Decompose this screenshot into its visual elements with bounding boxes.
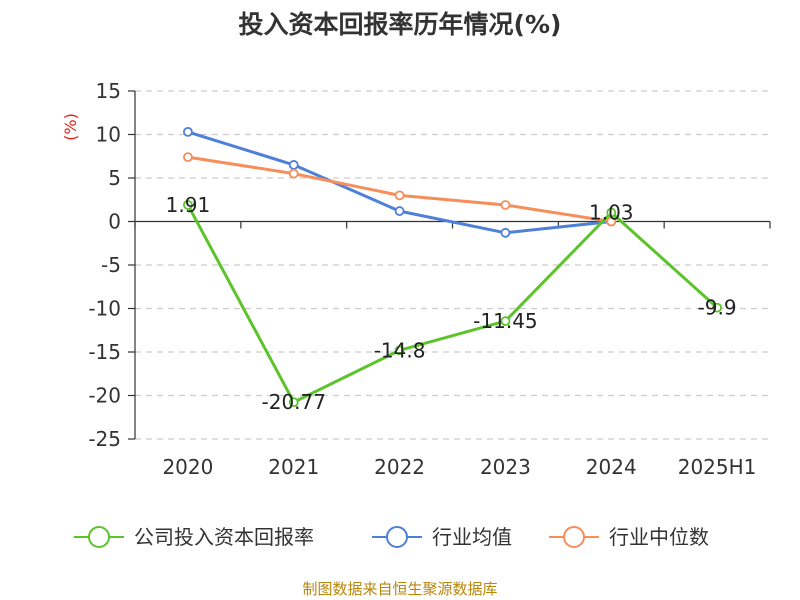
series-point-0 xyxy=(394,345,405,356)
series-point-1 xyxy=(288,160,299,170)
series-point-0 xyxy=(712,302,722,313)
series-layer xyxy=(183,126,722,408)
y-tick-label: 10 xyxy=(96,123,121,147)
data-label: -11.45 xyxy=(473,309,537,333)
x-tick-label: 2022 xyxy=(374,455,425,479)
y-tick-label: -20 xyxy=(88,384,121,408)
data-label: 1.91 xyxy=(166,193,211,217)
series-point-0 xyxy=(183,199,193,210)
data-label: -9.9 xyxy=(698,296,737,320)
y-tick-label: 5 xyxy=(108,166,121,190)
y-tick-label: 15 xyxy=(96,79,121,103)
series-point-2 xyxy=(606,216,617,227)
grid-lines xyxy=(135,90,770,440)
data-source: 制图数据来自恒生聚源数据库 xyxy=(302,580,497,598)
legend-item-1: 行业均值 xyxy=(372,525,512,549)
x-tick-label: 2023 xyxy=(480,455,531,479)
series-point-0 xyxy=(606,207,617,218)
x-tick-label: 2021 xyxy=(268,455,319,479)
series-point-1 xyxy=(394,206,405,216)
legend-item-0: 公司投入资本回报率 xyxy=(74,525,314,549)
chart-title: 投入资本回报率历年情况(%) xyxy=(239,10,562,39)
legend-label: 行业均值 xyxy=(432,525,512,549)
x-tick-label: 2025H1 xyxy=(678,455,757,479)
legend-label: 公司投入资本回报率 xyxy=(134,525,314,549)
series-point-1 xyxy=(500,227,511,238)
legend-marker xyxy=(88,526,110,548)
data-label: -20.77 xyxy=(262,390,326,414)
series-line-0 xyxy=(186,204,719,404)
series-point-2 xyxy=(394,190,405,201)
y-axis-ticks: 15 10 5 0 -5 -10 -15 -20 -25 xyxy=(88,79,121,451)
series-point-2 xyxy=(500,200,511,210)
legend-marker xyxy=(563,526,585,548)
data-label: 1.03 xyxy=(589,201,634,225)
series-point-1 xyxy=(183,126,193,137)
y-tick-label: -15 xyxy=(88,340,121,364)
x-tick-label: 2020 xyxy=(162,455,213,479)
series-point-0 xyxy=(288,397,299,408)
data-label: -14.8 xyxy=(374,338,426,362)
x-tick-label: 2024 xyxy=(586,455,637,479)
x-axis-ticks: 2020 2021 2022 2023 2024 2025H1 xyxy=(162,455,756,479)
series-point-2 xyxy=(183,152,193,163)
series-point-2 xyxy=(288,168,299,179)
legend: 公司投入资本回报率 行业均值 行业中位数 xyxy=(74,525,709,549)
series-point-0 xyxy=(500,316,511,327)
y-axis-unit: (%) xyxy=(61,113,80,141)
legend-item-2: 行业中位数 xyxy=(549,525,709,549)
legend-label: 行业中位数 xyxy=(609,525,709,549)
legend-marker xyxy=(386,526,408,548)
data-labels: 1.91 -20.77 -14.8 -11.45 1.03 -9.9 xyxy=(166,193,737,414)
y-tick-label: -5 xyxy=(101,253,121,277)
y-tick-label: -25 xyxy=(88,427,121,451)
y-tick-label: 0 xyxy=(108,210,121,234)
series-line-1 xyxy=(187,130,612,235)
y-tick-label: -10 xyxy=(88,297,121,321)
